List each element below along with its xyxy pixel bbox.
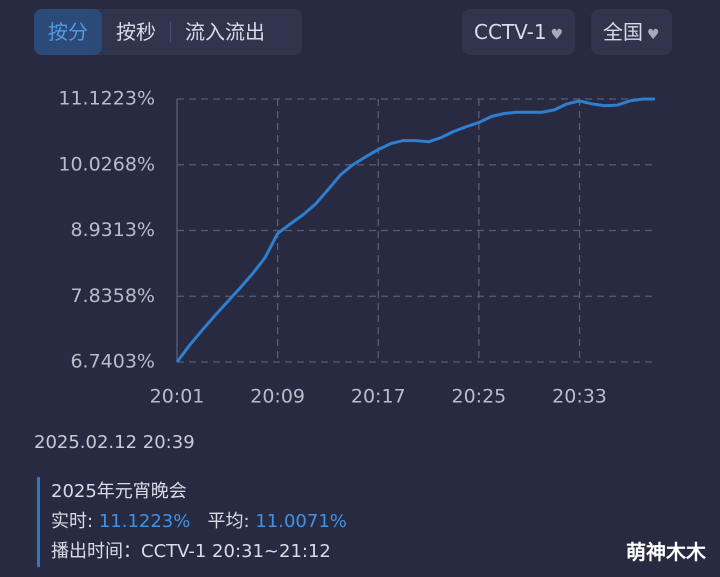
y-tick-label: 7.8358% bbox=[70, 285, 155, 307]
tab[interactable]: 按分 bbox=[34, 9, 102, 55]
broadcast-row: 播出时间：CCTV-1 20:31~21:12 bbox=[51, 537, 451, 567]
program-box: 2025年元宵晚会 实时: 11.1223% 平均: 11.0071% 播出时间… bbox=[37, 477, 451, 567]
info-panel: 2025.02.12 20:39 2025年元宵晚会 实时: 11.1223% … bbox=[34, 432, 347, 567]
timestamp: 2025.02.12 20:39 bbox=[34, 432, 195, 453]
rating-row: 实时: 11.1223% 平均: 11.0071% bbox=[51, 507, 451, 537]
average-value: 11.0071% bbox=[255, 511, 347, 532]
chart: 6.7403% 7.8358% 8.9313% 10.0268% 11.1223% 20:… bbox=[58, 88, 656, 408]
x-tick-label: 20:17 bbox=[351, 386, 406, 408]
program-name: 2025年元宵晚会 bbox=[51, 481, 187, 502]
x-tick-label: 20:25 bbox=[452, 386, 507, 408]
dropdown-label: CCTV-1 bbox=[474, 20, 547, 44]
x-tick-label: 20:01 bbox=[150, 386, 205, 408]
broadcast-time: CCTV-1 20:31~21:12 bbox=[141, 541, 331, 562]
tab[interactable]: 流入流出 bbox=[185, 20, 265, 44]
tab-bar: 按分 按秒 流入流出 bbox=[34, 9, 302, 55]
y-tick-label: 6.7403% bbox=[70, 351, 155, 373]
label: 播出时间： bbox=[51, 541, 141, 562]
y-tick-label: 10.0268% bbox=[58, 153, 155, 175]
y-tick-label: 8.9313% bbox=[70, 219, 155, 241]
realtime-value: 11.1223% bbox=[98, 511, 191, 532]
separator bbox=[170, 22, 171, 42]
watermark: 萌神木木 bbox=[626, 540, 706, 564]
dropdown-arrow: ♥ bbox=[647, 27, 660, 43]
dropdown-arrow: ♥ bbox=[550, 27, 564, 43]
channel-dropdown[interactable]: CCTV-1 ♥ bbox=[462, 9, 576, 55]
x-tick-label: 20:09 bbox=[250, 386, 305, 408]
label: 平均: bbox=[207, 511, 250, 532]
dropdown-label: 全国 bbox=[603, 20, 643, 44]
label: 实时: bbox=[51, 511, 94, 532]
tab[interactable]: 按秒 bbox=[116, 20, 156, 44]
region-dropdown[interactable]: 全国 ♥ bbox=[591, 9, 672, 55]
line-series bbox=[175, 97, 656, 363]
y-tick-label: 11.1223% bbox=[58, 88, 155, 110]
x-tick-label: 20:33 bbox=[552, 386, 607, 408]
